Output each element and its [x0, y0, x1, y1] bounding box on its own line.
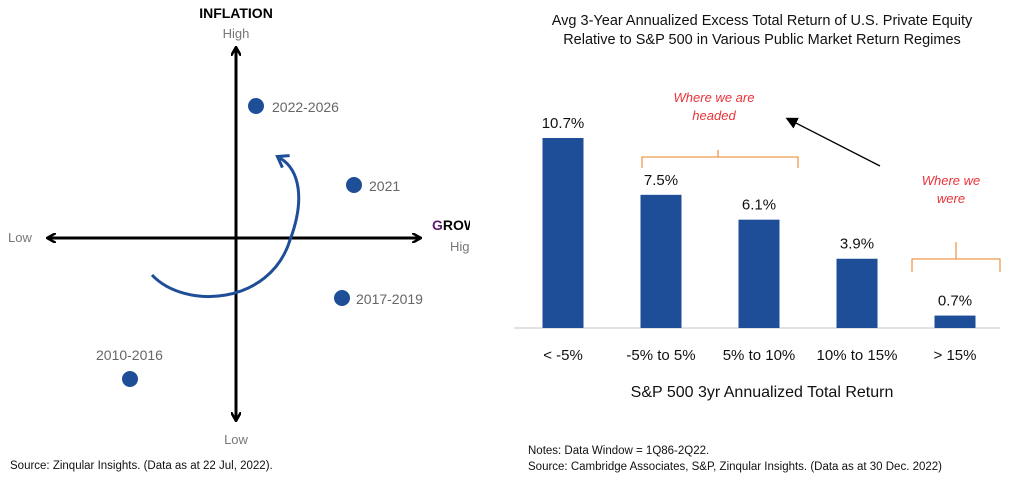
chart-title: Avg 3-Year Annualized Excess Total Retur…: [500, 12, 1024, 50]
annotation-headed-line2: headed: [692, 108, 736, 123]
bar: [836, 258, 878, 328]
category-tick-label: 10% to 15%: [817, 347, 898, 364]
inflation-growth-quadrant: INFLATION High Low GROWTH High Low 2022-…: [0, 0, 496, 484]
annotation-arrow: [785, 117, 881, 167]
bar: [640, 194, 682, 328]
annotation-headed-line1: Where we are: [674, 90, 755, 105]
category-tick-label: 5% to 10%: [723, 347, 796, 364]
chart-notes: Notes: Data Window = 1Q86-2Q22.: [528, 445, 710, 457]
point-2021: [346, 177, 362, 193]
point-2022-2026: [248, 98, 264, 114]
brace-headed: [641, 150, 799, 168]
chart-title-line1: Avg 3-Year Annualized Excess Total Retur…: [551, 13, 973, 29]
bar-value-label: 7.5%: [644, 172, 678, 189]
bar-value-label: 10.7%: [542, 115, 585, 132]
category-tick-label: > 15%: [934, 347, 977, 364]
point-label: 2017-2019: [356, 291, 423, 307]
category-tick-label: < -5%: [543, 347, 583, 364]
x-high-label: High: [450, 239, 470, 254]
x-axis-title: GROWTH: [432, 217, 470, 233]
bar-chart: 10.7% < -5% 7.5% -5% to 5% 6.1% 5% to 10% 3.9%…: [500, 0, 1024, 484]
x-axis-title-first-letter: G: [432, 217, 443, 233]
point-label: 2010-2016: [96, 347, 163, 363]
x-axis-label: S&P 500 3yr Annualized Total Return: [630, 384, 894, 401]
annotation-were-line2: were: [937, 191, 965, 206]
y-low-label: Low: [224, 432, 248, 447]
chart-source: Source: Cambridge Associates, S&P, Zinqu…: [528, 461, 942, 473]
bars-group: 10.7% < -5% 7.5% -5% to 5% 6.1% 5% to 10% 3.9%…: [542, 115, 977, 364]
left-source: Source: Zinqular Insights. (Data as at 2…: [10, 460, 273, 472]
bar-value-label: 0.7%: [938, 293, 972, 310]
bar-chart-svg: 10.7% < -5% 7.5% -5% to 5% 6.1% 5% to 10% 3.9%…: [514, 90, 1001, 364]
bar: [934, 315, 976, 328]
quadrant-svg: INFLATION High Low GROWTH High Low 2022-…: [8, 5, 496, 447]
point-2017-2019: [334, 290, 350, 306]
y-high-label: High: [223, 26, 250, 41]
brace-were: [911, 242, 1001, 272]
bar: [542, 138, 584, 328]
annotation-were-line1: Where we: [922, 173, 981, 188]
category-tick-label: -5% to 5%: [626, 347, 695, 364]
point-2010-2016: [122, 371, 138, 387]
cycle-arrow: [150, 158, 301, 299]
point-label: 2021: [369, 178, 400, 194]
bar: [738, 219, 780, 328]
point-label: 2022-2026: [272, 99, 339, 115]
x-axis-title-rest: ROWTH: [443, 217, 470, 233]
bar-value-label: 3.9%: [840, 236, 874, 253]
chart-title-line2: Relative to S&P 500 in Various Public Ma…: [563, 32, 961, 48]
x-low-label: Low: [8, 230, 32, 245]
bar-value-label: 6.1%: [742, 197, 776, 214]
y-axis-title: INFLATION: [199, 5, 273, 21]
